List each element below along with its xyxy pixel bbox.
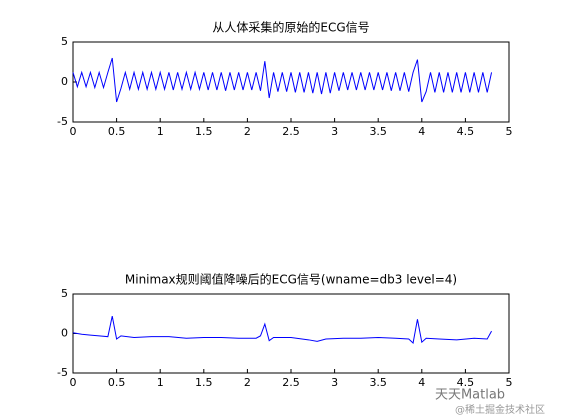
x-tick-label: 2: [244, 376, 251, 389]
x-tick-label: 0: [70, 125, 77, 138]
x-tick-label: 2: [244, 125, 251, 138]
x-tick-label: 2.5: [282, 125, 300, 138]
x-tick-label: 1: [157, 125, 164, 138]
x-tick-label: 2.5: [282, 376, 300, 389]
y-tick-label: -5: [57, 115, 68, 128]
y-tick-label: 5: [61, 35, 68, 48]
signal-line: [72, 316, 492, 344]
watermark-name: 天天Matlab: [435, 388, 505, 403]
x-tick-label: 4: [418, 376, 425, 389]
y-tick-label: 0: [61, 75, 68, 88]
x-tick-label: 5: [506, 376, 513, 389]
x-tick-label: 3.5: [369, 376, 387, 389]
x-tick-label: 0.5: [108, 125, 126, 138]
y-tick-label: -5: [57, 366, 68, 379]
x-tick-label: 3: [331, 376, 338, 389]
x-tick-label: 1: [157, 376, 164, 389]
axes-box: [72, 41, 510, 123]
y-tick-label: 5: [61, 287, 68, 300]
y-tick-label: 0: [61, 327, 68, 340]
x-tick-label: 4: [418, 125, 425, 138]
watermark-source: @稀土掘金技术社区: [455, 403, 545, 416]
chart-title: 从人体采集的原始的ECG信号: [212, 20, 369, 35]
signal-line: [72, 57, 493, 103]
x-tick-label: 4.5: [457, 125, 475, 138]
x-tick-label: 1.5: [195, 125, 213, 138]
x-tick-label: 0.5: [108, 376, 126, 389]
x-tick-label: 5: [506, 125, 513, 138]
x-tick-label: 3: [331, 125, 338, 138]
axes-box: [72, 293, 510, 374]
x-tick-label: 3.5: [369, 125, 387, 138]
x-tick-label: 4.5: [457, 376, 475, 389]
x-tick-label: 0: [70, 376, 77, 389]
chart-title: Minimax规则阈值降噪后的ECG信号(wname=db3 level=4): [125, 272, 457, 287]
x-tick-label: 1.5: [195, 376, 213, 389]
